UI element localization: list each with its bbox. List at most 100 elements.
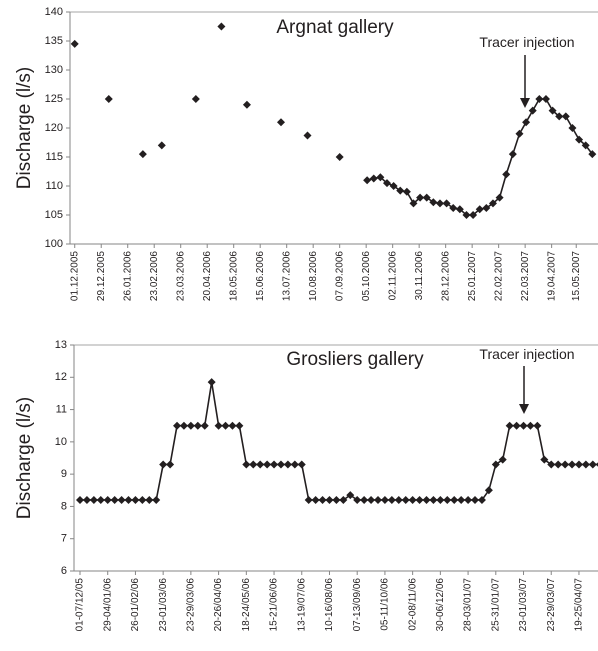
data-point <box>138 495 147 504</box>
data-point <box>152 495 161 504</box>
x-tick-label: 23-29/03/06 <box>186 578 197 632</box>
x-tick-label: 15.05.2007 <box>571 251 582 301</box>
x-tick-label: 18-24/05/06 <box>241 578 252 632</box>
x-tick-label: 26-01/02/06 <box>130 578 141 632</box>
data-point <box>526 421 535 430</box>
data-point <box>191 95 200 103</box>
data-point <box>394 495 403 504</box>
y-tick-label: 115 <box>45 151 63 163</box>
x-tick-label: 22.02.2007 <box>493 251 504 301</box>
y-tick-label: 10 <box>55 436 67 448</box>
data-point <box>519 421 528 430</box>
data-point <box>363 176 372 185</box>
y-tick-label: 9 <box>61 468 67 480</box>
data-point <box>332 495 341 504</box>
x-tick-label: 29.12.2005 <box>96 251 107 301</box>
data-point <box>568 460 577 469</box>
data-point <box>103 495 112 504</box>
y-tick-label: 8 <box>61 500 67 512</box>
data-point <box>242 100 251 109</box>
y-tick-label: 110 <box>45 180 63 192</box>
x-tick-label: 05-11/10/06 <box>380 578 391 631</box>
x-tick-label: 23-01/03/07 <box>518 578 529 632</box>
y-tick-label: 125 <box>45 93 63 105</box>
data-point <box>498 455 507 464</box>
y-tick-label: 130 <box>45 64 63 76</box>
data-point <box>373 495 382 504</box>
data-point <box>242 460 251 469</box>
data-point <box>482 204 491 213</box>
data-point <box>221 421 230 430</box>
series-line <box>80 382 598 501</box>
data-point <box>76 495 84 504</box>
data-point <box>554 460 563 469</box>
y-tick-label: 100 <box>45 238 63 250</box>
data-point <box>522 118 531 127</box>
data-point <box>214 421 223 430</box>
y-tick-label: 105 <box>45 209 63 221</box>
data-point <box>339 495 348 504</box>
data-point <box>408 495 417 504</box>
y-tick-label: 120 <box>45 122 63 134</box>
data-point <box>360 495 369 504</box>
x-tick-label: 02-08/11/06 <box>407 578 418 631</box>
data-point <box>416 193 425 202</box>
data-point <box>145 495 154 504</box>
x-tick-label: 13-19/07/06 <box>296 578 307 632</box>
data-point <box>540 455 549 464</box>
data-point <box>588 150 597 159</box>
x-tick-label: 30.11.2006 <box>414 251 425 301</box>
data-point <box>495 193 504 202</box>
data-point <box>429 495 438 504</box>
data-point <box>422 495 431 504</box>
data-point <box>505 421 514 430</box>
data-point <box>595 462 598 467</box>
data-point <box>575 135 584 144</box>
x-tick-label: 15.06.2006 <box>255 251 266 301</box>
x-tick-label: 01.12.2005 <box>69 251 80 301</box>
data-point <box>304 495 313 504</box>
data-point <box>277 118 286 127</box>
x-tick-label: 13.07.2006 <box>281 251 292 301</box>
data-point <box>389 182 398 190</box>
data-point <box>131 495 140 504</box>
data-point <box>276 460 285 469</box>
arrow-head <box>519 404 529 414</box>
x-tick-label: 30-06/12/06 <box>435 578 446 632</box>
data-point <box>401 495 410 504</box>
data-point <box>533 421 542 430</box>
data-point <box>290 460 299 469</box>
x-tick-label: 28.12.2006 <box>440 251 451 301</box>
x-tick-label: 02.11.2006 <box>387 251 398 301</box>
x-tick-label: 05.10.2006 <box>361 251 372 301</box>
x-tick-label: 25.01.2007 <box>467 251 478 301</box>
data-point <box>484 486 493 495</box>
data-point <box>555 112 564 121</box>
x-tick-label: 26.01.2006 <box>122 251 133 301</box>
data-point <box>104 95 113 103</box>
data-point <box>380 495 389 504</box>
data-point <box>512 421 521 430</box>
data-point <box>502 170 511 179</box>
annotation: Tracer injection <box>479 34 574 50</box>
x-tick-label: 07.09.2006 <box>334 251 345 301</box>
data-point <box>548 106 557 115</box>
data-point <box>376 173 385 182</box>
data-point <box>464 495 473 504</box>
data-point <box>249 460 258 469</box>
data-point <box>283 460 292 469</box>
x-tick-label: 10.08.2006 <box>308 251 319 301</box>
data-point <box>429 198 438 207</box>
chart-panel: 6 7 8 9 10 11 12 13 01-07/12/05 29-04/01/06 26-01/… <box>14 339 598 631</box>
data-point <box>547 460 556 469</box>
data-point <box>471 495 480 504</box>
data-point <box>138 150 147 159</box>
data-point <box>193 421 202 430</box>
x-tick-label: 23.02.2006 <box>149 251 160 301</box>
data-point <box>256 460 265 469</box>
data-point <box>228 421 237 430</box>
data-point <box>581 460 590 469</box>
data-point <box>110 495 119 504</box>
data-point <box>435 199 444 208</box>
data-point <box>457 495 466 504</box>
